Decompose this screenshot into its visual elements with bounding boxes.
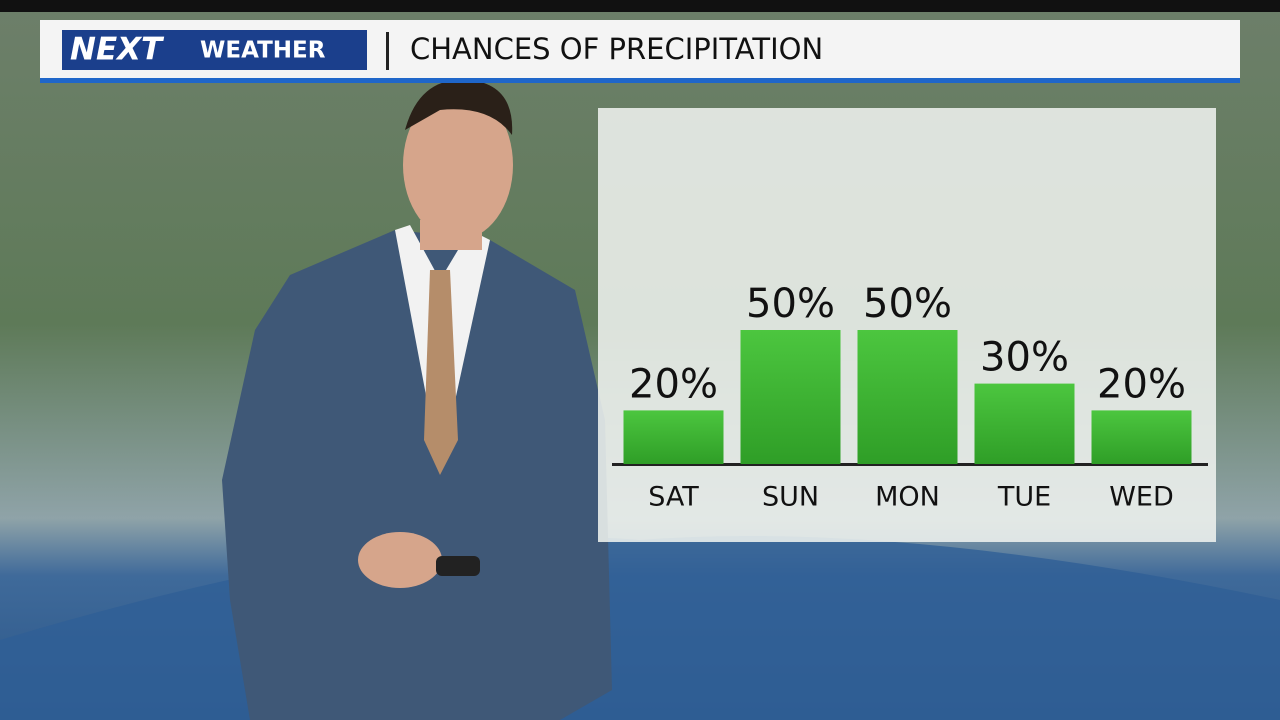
bar: [974, 383, 1075, 464]
bar: [1091, 410, 1192, 464]
bar: [740, 330, 841, 464]
value-label: 20%: [629, 361, 718, 407]
value-label: 50%: [746, 281, 835, 327]
x-tick-label: SUN: [762, 482, 819, 513]
logo-box: [62, 30, 367, 70]
bar: [623, 410, 724, 464]
baseline: [612, 463, 1208, 466]
presenter: [222, 79, 612, 720]
separator: [386, 32, 389, 70]
value-label: 20%: [1097, 361, 1186, 407]
bar: [857, 330, 958, 464]
chart-title: CHANCES OF PRECIPITATION: [410, 32, 823, 66]
top-strip: [0, 0, 1280, 12]
value-label: 30%: [980, 335, 1069, 381]
x-tick-label: TUE: [997, 482, 1051, 513]
chart-panel: [598, 108, 1216, 542]
bar-group: SAT 20% SUN 50% MON 50% TUE 30% WED 20%: [623, 281, 1192, 513]
value-label: 50%: [863, 281, 952, 327]
header-underline: [40, 78, 1240, 83]
brand: WEATHER: [200, 38, 326, 64]
logo: NEXT: [70, 32, 165, 68]
x-tick-label: SAT: [648, 482, 699, 513]
x-tick-label: MON: [875, 482, 940, 513]
x-tick-label: WED: [1109, 482, 1174, 513]
